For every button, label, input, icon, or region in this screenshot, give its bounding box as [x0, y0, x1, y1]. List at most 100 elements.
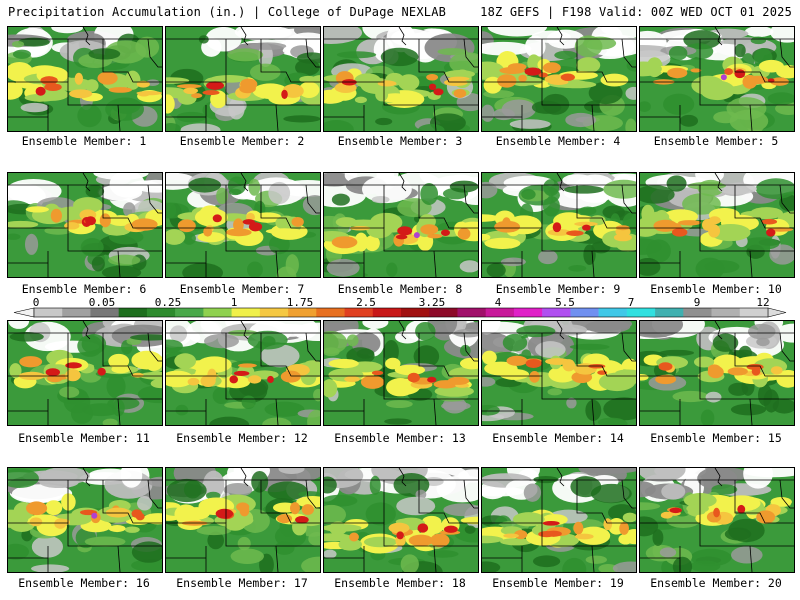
ensemble-member-label: Ensemble Member: 11	[18, 431, 150, 445]
precip-map	[482, 173, 636, 277]
member-map-panel	[7, 320, 163, 426]
colorbar-swatch	[513, 308, 543, 317]
member-map-panel	[639, 467, 795, 573]
member-map-panel	[481, 320, 637, 426]
colorbar-tick-label: 0	[32, 296, 40, 309]
ensemble-member-label: Ensemble Member: 9	[495, 282, 621, 296]
colorbar-swatch	[542, 308, 571, 317]
colorbar-swatch	[90, 308, 119, 317]
colorbar-left-arrow	[13, 307, 35, 318]
precip-map	[166, 27, 320, 131]
precip-map	[640, 321, 794, 425]
colorbar-tick-label: 5.5	[555, 296, 575, 309]
member-map-panel	[639, 26, 795, 132]
precip-map	[166, 321, 320, 425]
precip-map	[324, 321, 478, 425]
colorbar-bar	[13, 307, 787, 318]
colorbar-swatch	[598, 308, 628, 317]
colorbar-swatch	[401, 308, 430, 317]
chart-title: Precipitation Accumulation (in.) | Colle…	[8, 5, 447, 19]
member-map-panel	[639, 172, 795, 278]
colorbar-swatch	[231, 308, 261, 317]
ensemble-member-label: Ensemble Member: 1	[21, 134, 147, 148]
ensemble-member-label: Ensemble Member: 15	[650, 431, 782, 445]
ensemble-member-label: Ensemble Member: 5	[653, 134, 779, 148]
colorbar-swatch	[429, 308, 458, 317]
ensemble-member-label: Ensemble Member: 20	[650, 576, 782, 590]
colorbar-swatch	[372, 308, 402, 317]
ensemble-member-label: Ensemble Member: 17	[176, 576, 308, 590]
precip-map	[324, 468, 478, 572]
colorbar-tick-label: 3.25	[418, 296, 446, 309]
colorbar-tick-label: 0.05	[88, 296, 116, 309]
colorbar-tick-label: 2.5	[356, 296, 376, 309]
colorbar-tick-label: 9	[693, 296, 701, 309]
precip-map	[166, 173, 320, 277]
precip-map	[482, 468, 636, 572]
ensemble-member-label: Ensemble Member: 12	[176, 431, 308, 445]
colorbar-tick-label: 1.75	[286, 296, 314, 309]
precip-map	[8, 173, 162, 277]
ensemble-member-label: Ensemble Member: 4	[495, 134, 621, 148]
precip-map	[8, 321, 162, 425]
ensemble-member-label: Ensemble Member: 14	[492, 431, 624, 445]
ensemble-member-label: Ensemble Member: 2	[179, 134, 305, 148]
precip-map	[324, 173, 478, 277]
colorbar-swatch	[316, 308, 345, 317]
colorbar-swatch	[711, 308, 741, 317]
member-map-panel	[7, 172, 163, 278]
member-map-panel	[165, 467, 321, 573]
colorbar-swatch	[146, 308, 176, 317]
precip-map	[482, 321, 636, 425]
colorbar-swatch	[344, 308, 374, 317]
ensemble-member-label: Ensemble Member: 3	[337, 134, 463, 148]
colorbar: 0 0.05 0.25 1 1.75 2.5 3.25 4 5.5 7 9 12	[0, 296, 800, 320]
precip-map	[640, 468, 794, 572]
member-map-panel	[481, 26, 637, 132]
member-map-panel	[7, 467, 163, 573]
ensemble-member-label: Ensemble Member: 6	[21, 282, 147, 296]
ensemble-member-label: Ensemble Member: 10	[650, 282, 782, 296]
member-map-panel	[323, 172, 479, 278]
colorbar-swatch	[485, 308, 515, 317]
colorbar-tick-label: 0.25	[154, 296, 182, 309]
precip-map	[8, 468, 162, 572]
precip-map	[8, 27, 162, 131]
member-map-panel	[481, 172, 637, 278]
ensemble-member-label: Ensemble Member: 7	[179, 282, 305, 296]
colorbar-swatch	[118, 308, 148, 317]
member-map-panel	[639, 320, 795, 426]
member-map-panel	[323, 320, 479, 426]
colorbar-swatch	[175, 308, 204, 317]
colorbar-tick-label: 12	[756, 296, 770, 309]
colorbar-swatch	[62, 308, 91, 317]
colorbar-swatch	[34, 308, 63, 317]
colorbar-tick-label: 4	[494, 296, 502, 309]
colorbar-swatch	[259, 308, 289, 317]
member-map-panel	[165, 172, 321, 278]
ensemble-member-label: Ensemble Member: 8	[337, 282, 463, 296]
colorbar-swatch	[203, 308, 232, 317]
precip-map	[640, 27, 794, 131]
colorbar-swatch	[288, 308, 317, 317]
ensemble-member-label: Ensemble Member: 13	[334, 431, 466, 445]
member-map-panel	[165, 320, 321, 426]
member-map-panel	[7, 26, 163, 132]
ensemble-member-label: Ensemble Member: 19	[492, 576, 624, 590]
ensemble-member-label: Ensemble Member: 16	[18, 576, 150, 590]
member-map-panel	[481, 467, 637, 573]
member-map-panel	[323, 467, 479, 573]
colorbar-tick-label: 1	[230, 296, 238, 309]
member-map-panel	[165, 26, 321, 132]
ensemble-member-label: Ensemble Member: 18	[334, 576, 466, 590]
colorbar-swatch	[655, 308, 684, 317]
colorbar-right-arrow	[767, 307, 787, 318]
colorbar-swatch	[683, 308, 712, 317]
member-map-panel	[323, 26, 479, 132]
valid-time: 18Z GEFS | F198 Valid: 00Z WED OCT 01 20…	[480, 5, 792, 19]
colorbar-swatch	[457, 308, 486, 317]
colorbar-swatch	[739, 308, 769, 317]
precip-map	[640, 173, 794, 277]
precip-map	[166, 468, 320, 572]
colorbar-swatch	[570, 308, 599, 317]
